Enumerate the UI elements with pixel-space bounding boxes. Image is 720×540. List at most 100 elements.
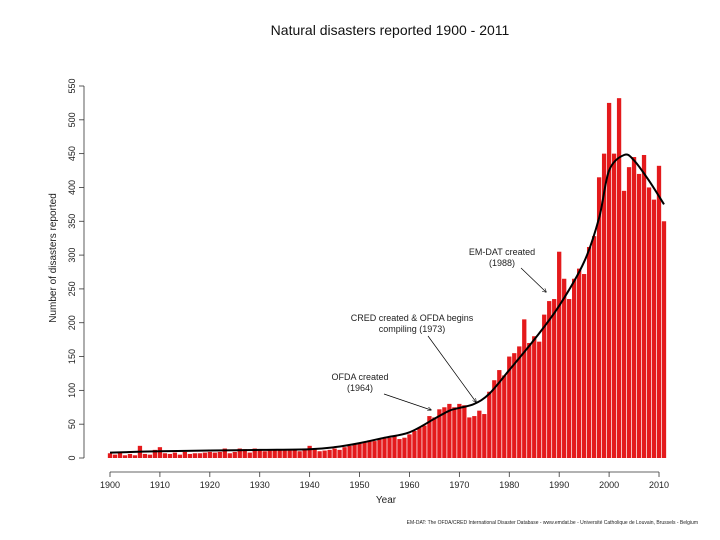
bar-1965 [432,417,437,458]
bar-1900 [107,453,113,458]
bar-1945 [332,448,337,458]
bar-1956 [387,437,392,458]
y-tick-label-0: 0 [67,455,77,460]
bar-1960 [407,434,412,458]
bar-1919 [202,452,207,458]
bar-1944 [327,449,332,458]
bar-1929 [252,448,257,458]
y-tick-label-450: 450 [67,146,77,161]
bar-1991 [562,278,567,458]
bar-2006 [636,173,642,458]
bar-1903 [122,455,128,458]
bar-1934 [277,449,282,458]
x-tick-label-1900: 1900 [100,480,120,490]
bar-1978 [497,370,502,458]
bar-1993 [572,278,577,458]
bar-1936 [287,450,292,458]
bar-1958 [397,439,402,458]
x-axis-label: Year [376,495,397,506]
y-tick-label-200: 200 [67,315,77,330]
bar-1975 [482,414,487,458]
x-tick-label-1910: 1910 [150,480,170,490]
bar-2009 [651,199,657,458]
bar-1932 [267,450,272,458]
bar-2010 [656,165,662,458]
bar-1925 [232,451,237,458]
bar-1917 [192,453,197,458]
bar-1923 [222,448,227,458]
bar-1902 [117,451,123,458]
bar-2011 [661,221,667,458]
x-tick-label-1980: 1980 [499,480,519,490]
bar-1988 [547,301,552,458]
bar-1931 [262,451,267,458]
bar-2007 [641,154,647,459]
y-tick-label-250: 250 [67,281,77,296]
bar-1979 [502,375,507,458]
bar-1921 [212,452,217,458]
bar-1995 [582,274,587,458]
bar-1940 [307,445,312,458]
bar-1904 [127,453,133,458]
bar-1954 [377,439,382,458]
bar-1951 [362,441,367,458]
bar-1983 [522,319,527,458]
x-tick-label-1960: 1960 [399,480,419,490]
bar-1946 [337,449,342,458]
bar-2002 [616,98,622,459]
annotation-cred-year: compiling (1973) [379,324,446,334]
bar-1998 [596,177,602,458]
bar-1976 [487,391,492,458]
annotation-ofda: OFDA created (1964) [331,372,431,410]
bar-1938 [297,451,302,458]
bar-1912 [167,453,173,458]
bar-1941 [312,448,317,458]
bar-1996 [586,246,592,458]
bar-1927 [242,449,247,458]
bar-1987 [542,314,547,458]
bar-1994 [577,268,582,458]
y-tick-label-350: 350 [67,214,77,229]
bar-1909 [152,449,158,458]
x-tick-label-1920: 1920 [200,480,220,490]
bar-1933 [272,449,277,458]
x-tick-label-1930: 1930 [250,480,270,490]
bar-1949 [352,444,357,458]
bar-1939 [302,449,307,458]
trend-line [109,153,665,454]
x-tick-label-2000: 2000 [599,480,619,490]
y-tick-label-400: 400 [67,180,77,195]
y-tick-label-300: 300 [67,248,77,263]
bar-1957 [392,436,397,458]
bar-1961 [412,430,417,458]
bar-1948 [347,445,352,458]
annotation-ofda-label: OFDA created [331,372,388,382]
bar-1984 [527,343,532,458]
y-axis: 0 50 100 150 200 250 300 350 400 450 500 550 [67,78,85,461]
bar-1992 [567,299,572,458]
annotation-emdat-year: (1988) [489,258,515,268]
bar-1966 [437,409,442,458]
bar-1955 [382,438,387,458]
bar-1972 [467,417,472,458]
bar-1950 [357,443,362,458]
bars [107,98,667,459]
bar-1916 [187,453,192,458]
bar-1935 [282,450,287,458]
bar-1985 [532,336,537,458]
bar-1907 [142,453,148,458]
bar-1969 [452,407,457,458]
y-tick-label-550: 550 [67,78,77,93]
source-note: EM-DAT: The OFDA/CRED International Disa… [407,520,698,526]
bar-1953 [372,441,377,458]
chart-title: Natural disasters reported 1900 - 2011 [271,22,510,38]
annotation-ofda-year: (1964) [347,383,373,393]
bar-1981 [512,353,517,458]
bar-1989 [552,299,557,458]
bar-1901 [112,454,118,458]
annotation-cred-arrow [427,335,476,402]
bar-1908 [147,454,153,458]
bar-1920 [207,451,212,458]
annotation-cred-label: CRED created & OFDA begins [351,313,474,323]
bar-1918 [197,453,202,458]
